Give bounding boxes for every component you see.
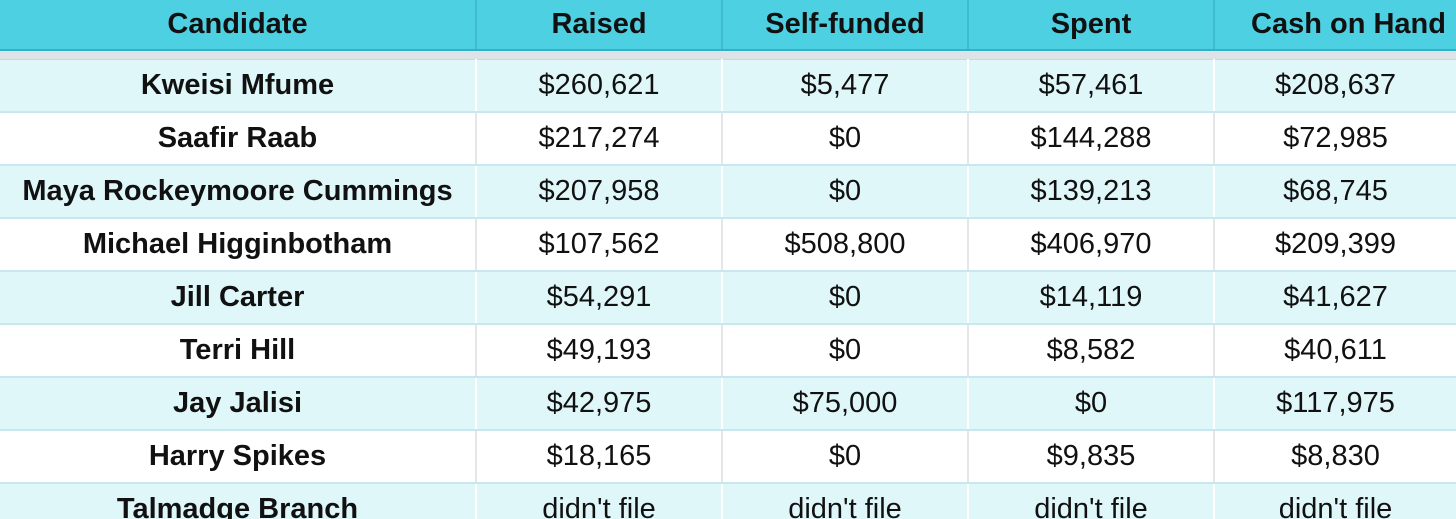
- cell-candidate[interactable]: Jill Carter: [0, 271, 477, 325]
- cell-raised[interactable]: $217,274: [476, 112, 723, 166]
- cell-candidate[interactable]: Maya Rockeymoore Cummings: [0, 165, 477, 219]
- column-header-spent[interactable]: Spent: [968, 0, 1215, 51]
- column-header-cash-on-hand[interactable]: Cash on Hand: [1214, 0, 1456, 51]
- cell-candidate[interactable]: Terri Hill: [0, 324, 477, 378]
- cell-spent[interactable]: $57,461: [968, 59, 1215, 113]
- cell-spent[interactable]: $406,970: [968, 218, 1215, 272]
- cell-cash-on-hand[interactable]: didn't file: [1214, 483, 1456, 519]
- cell-cash-on-hand[interactable]: $40,611: [1214, 324, 1456, 378]
- cell-candidate[interactable]: Kweisi Mfume: [0, 59, 477, 113]
- table-row: Michael Higginbotham $107,562 $508,800 $406…: [0, 218, 1456, 272]
- column-header-candidate[interactable]: Candidate: [0, 0, 477, 51]
- table-row: Jill Carter $54,291 $0 $14,119 $41,627: [0, 271, 1456, 325]
- header-row: Candidate Raised Self-funded Spent Cash …: [0, 0, 1456, 51]
- cell-spent[interactable]: $0: [968, 377, 1215, 431]
- header-divider: [0, 50, 1456, 60]
- cell-cash-on-hand[interactable]: $208,637: [1214, 59, 1456, 113]
- cell-raised[interactable]: $107,562: [476, 218, 723, 272]
- cell-cash-on-hand[interactable]: $72,985: [1214, 112, 1456, 166]
- cell-raised[interactable]: didn't file: [476, 483, 723, 519]
- cell-self-funded[interactable]: $508,800: [722, 218, 969, 272]
- column-header-self-funded[interactable]: Self-funded: [722, 0, 969, 51]
- table-header: Candidate Raised Self-funded Spent Cash …: [0, 0, 1456, 51]
- cell-candidate[interactable]: Saafir Raab: [0, 112, 477, 166]
- cell-raised[interactable]: $54,291: [476, 271, 723, 325]
- table-body: Kweisi Mfume $260,621 $5,477 $57,461 $208,63…: [0, 50, 1456, 519]
- cell-self-funded[interactable]: $0: [722, 324, 969, 378]
- cell-spent[interactable]: $8,582: [968, 324, 1215, 378]
- table-row: Maya Rockeymoore Cummings $207,958 $0 $139,…: [0, 165, 1456, 219]
- cell-raised[interactable]: $260,621: [476, 59, 723, 113]
- cell-cash-on-hand[interactable]: $8,830: [1214, 430, 1456, 484]
- cell-self-funded[interactable]: $0: [722, 430, 969, 484]
- table-row: Saafir Raab $217,274 $0 $144,288 $72,985: [0, 112, 1456, 166]
- cell-spent[interactable]: didn't file: [968, 483, 1215, 519]
- cell-self-funded[interactable]: $0: [722, 271, 969, 325]
- table-row: Terri Hill $49,193 $0 $8,582 $40,611: [0, 324, 1456, 378]
- column-header-raised[interactable]: Raised: [476, 0, 723, 51]
- cell-candidate[interactable]: Talmadge Branch: [0, 483, 477, 519]
- table-row: Jay Jalisi $42,975 $75,000 $0 $117,975: [0, 377, 1456, 431]
- cell-raised[interactable]: $207,958: [476, 165, 723, 219]
- table-row: Talmadge Branch didn't file didn't file did…: [0, 483, 1456, 519]
- table-row: Harry Spikes $18,165 $0 $9,835 $8,830: [0, 430, 1456, 484]
- cell-self-funded[interactable]: $75,000: [722, 377, 969, 431]
- cell-cash-on-hand[interactable]: $41,627: [1214, 271, 1456, 325]
- cell-spent[interactable]: $144,288: [968, 112, 1215, 166]
- table-row: Kweisi Mfume $260,621 $5,477 $57,461 $208,63…: [0, 59, 1456, 113]
- cell-candidate[interactable]: Harry Spikes: [0, 430, 477, 484]
- cell-spent[interactable]: $139,213: [968, 165, 1215, 219]
- cell-raised[interactable]: $49,193: [476, 324, 723, 378]
- cell-cash-on-hand[interactable]: $209,399: [1214, 218, 1456, 272]
- cell-raised[interactable]: $42,975: [476, 377, 723, 431]
- cell-candidate[interactable]: Michael Higginbotham: [0, 218, 477, 272]
- cell-spent[interactable]: $14,119: [968, 271, 1215, 325]
- cell-self-funded[interactable]: $5,477: [722, 59, 969, 113]
- cell-spent[interactable]: $9,835: [968, 430, 1215, 484]
- cell-self-funded[interactable]: didn't file: [722, 483, 969, 519]
- cell-self-funded[interactable]: $0: [722, 165, 969, 219]
- cell-cash-on-hand[interactable]: $68,745: [1214, 165, 1456, 219]
- cell-self-funded[interactable]: $0: [722, 112, 969, 166]
- cell-candidate[interactable]: Jay Jalisi: [0, 377, 477, 431]
- header-divider-row: [0, 50, 1456, 60]
- cell-raised[interactable]: $18,165: [476, 430, 723, 484]
- cell-cash-on-hand[interactable]: $117,975: [1214, 377, 1456, 431]
